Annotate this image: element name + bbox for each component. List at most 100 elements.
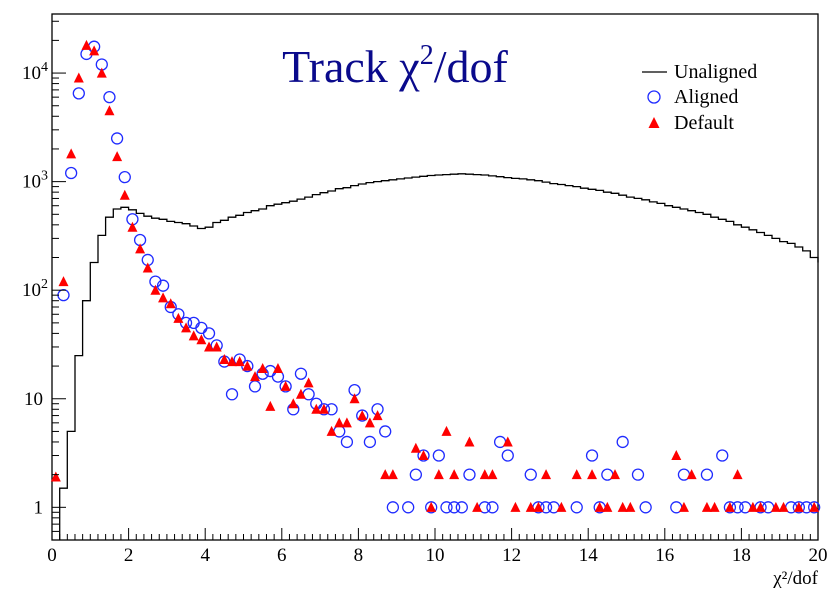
x-tick-label: 6 xyxy=(277,545,287,566)
default-point xyxy=(265,400,276,411)
default-point xyxy=(303,377,314,388)
default-point xyxy=(150,284,161,295)
aligned-point xyxy=(486,501,499,514)
default-point xyxy=(204,341,215,352)
aligned-point xyxy=(110,132,124,145)
default-point xyxy=(272,362,283,373)
default-point xyxy=(441,425,452,436)
aligned-point xyxy=(440,501,453,514)
default-point xyxy=(96,67,107,78)
default-point xyxy=(610,469,621,480)
default-point xyxy=(678,501,689,512)
aligned-point xyxy=(379,425,392,438)
default-point xyxy=(249,371,260,382)
default-point xyxy=(533,501,544,512)
default-point xyxy=(410,442,421,453)
aligned-point xyxy=(103,91,116,104)
default-point xyxy=(288,398,299,409)
default-point xyxy=(165,298,176,309)
default-point xyxy=(587,469,598,480)
default-point xyxy=(418,450,429,461)
default-point xyxy=(158,292,169,303)
default-point xyxy=(571,469,582,480)
default-point xyxy=(357,410,368,421)
x-tick-label: 18 xyxy=(732,545,751,566)
legend: Unaligned Aligned Default xyxy=(642,61,757,134)
default-point xyxy=(793,501,804,512)
default-point xyxy=(127,221,138,232)
default-points xyxy=(50,39,820,512)
default-point xyxy=(387,469,398,480)
y-tick-label: 10 xyxy=(24,389,43,410)
default-point xyxy=(449,469,460,480)
aligned-point xyxy=(340,435,354,449)
default-point xyxy=(472,501,483,512)
aligned-point xyxy=(455,501,468,514)
legend-default-swatch xyxy=(648,117,660,128)
default-point xyxy=(211,341,222,352)
aligned-point xyxy=(639,501,652,514)
legend-label: Aligned xyxy=(674,86,738,108)
default-point xyxy=(280,380,291,391)
default-point xyxy=(809,501,820,512)
default-point xyxy=(89,45,100,56)
default-point xyxy=(242,360,253,371)
x-tick-label: 4 xyxy=(200,545,210,566)
x-tick-label: 10 xyxy=(426,545,445,566)
x-tick-label: 20 xyxy=(809,545,828,566)
aligned-point xyxy=(501,449,514,462)
default-point xyxy=(234,356,245,367)
aligned-point xyxy=(294,367,308,380)
default-point xyxy=(701,501,712,512)
aligned-point xyxy=(570,501,583,514)
aligned-point xyxy=(432,449,445,462)
unaligned-histogram-line xyxy=(59,173,819,540)
default-point xyxy=(732,469,743,480)
aligned-point xyxy=(363,435,377,449)
default-point xyxy=(594,501,605,512)
chart-title: Track χ2/dof xyxy=(282,40,508,92)
default-point xyxy=(709,501,720,512)
default-point xyxy=(227,356,238,367)
default-point xyxy=(58,276,69,287)
aligned-point xyxy=(156,279,170,292)
aligned-point xyxy=(447,501,461,514)
default-point xyxy=(196,334,207,345)
aligned-point xyxy=(616,435,629,449)
default-point xyxy=(341,417,352,428)
default-point xyxy=(364,417,375,428)
default-point xyxy=(73,72,84,83)
default-point xyxy=(380,469,391,480)
aligned-point xyxy=(585,449,599,462)
default-point xyxy=(104,105,115,116)
legend-label: Default xyxy=(674,112,734,134)
aligned-point xyxy=(118,170,131,184)
default-point xyxy=(755,501,766,512)
default-point xyxy=(326,425,337,436)
default-point xyxy=(602,501,613,512)
y-tick-label: 102 xyxy=(22,277,48,301)
default-point xyxy=(50,471,61,482)
unaligned-histogram xyxy=(59,173,819,540)
default-point xyxy=(747,501,758,512)
aligned-point xyxy=(187,316,200,330)
default-point xyxy=(625,501,636,512)
default-point xyxy=(173,312,184,323)
default-point xyxy=(556,501,567,512)
x-tick-label: 12 xyxy=(502,545,521,566)
legend-label: Unaligned xyxy=(674,61,757,83)
aligned-point xyxy=(57,289,70,302)
default-point xyxy=(112,151,123,162)
aligned-point xyxy=(195,321,208,334)
default-point xyxy=(502,436,513,447)
x-tick-label: 0 xyxy=(47,545,57,566)
default-point xyxy=(479,469,490,480)
y-tick-label: 1 xyxy=(34,497,44,518)
aligned-point xyxy=(72,87,85,100)
default-point xyxy=(541,469,552,480)
default-point xyxy=(135,243,146,254)
aligned-point xyxy=(248,380,262,393)
default-point xyxy=(311,403,322,414)
aligned-point xyxy=(716,449,729,462)
aligned-point xyxy=(225,388,239,401)
